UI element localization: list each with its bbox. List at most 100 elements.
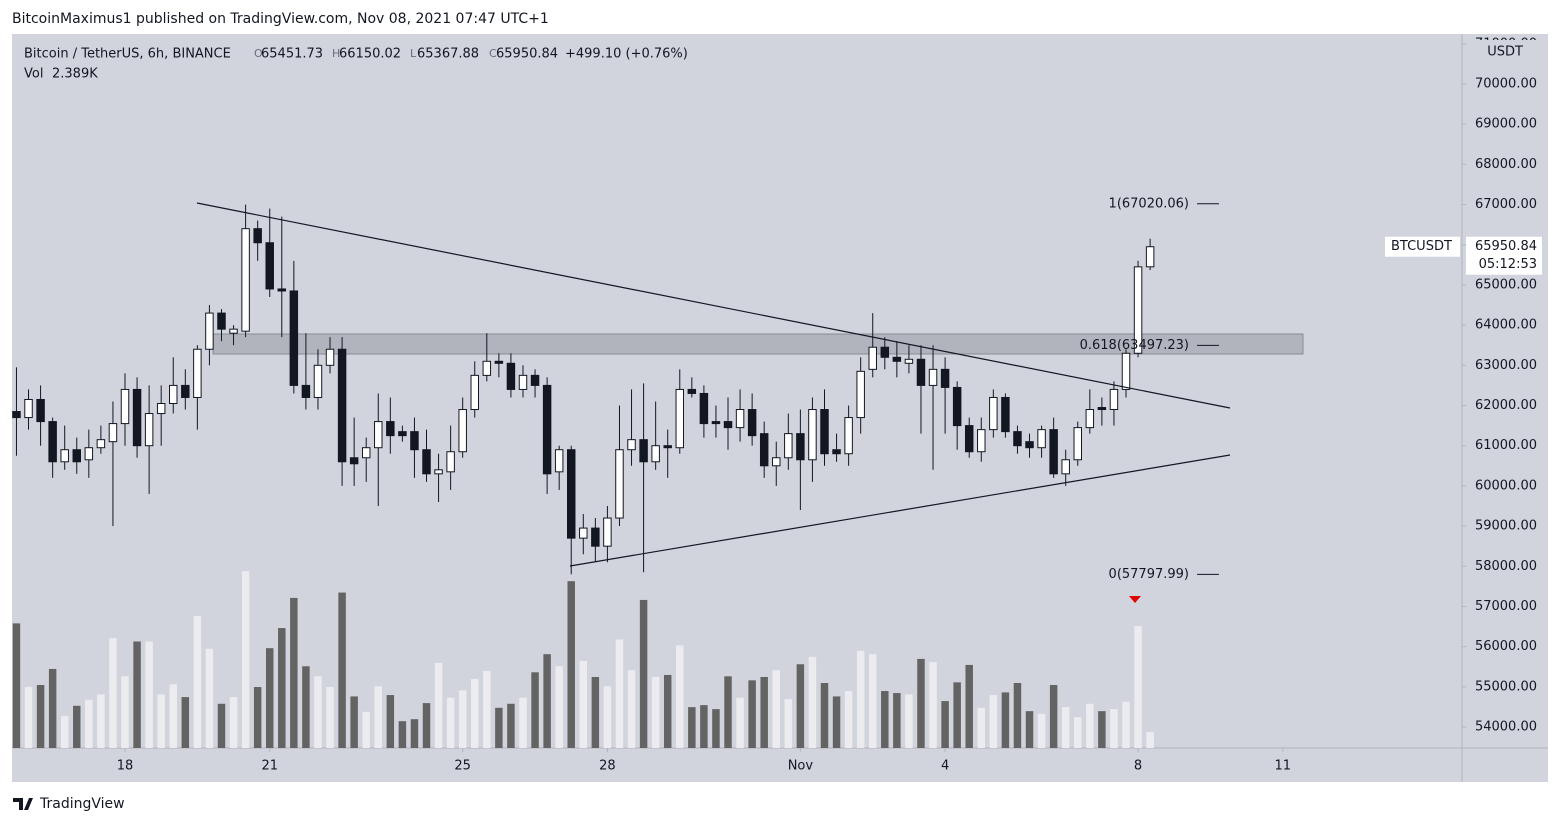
- footer-brand: TradingView: [39, 796, 125, 812]
- volume-bar: [724, 676, 732, 748]
- volume-bar: [893, 693, 901, 748]
- volume-bar: [1134, 626, 1142, 748]
- volume-bar: [965, 664, 973, 748]
- volume-bar: [1001, 692, 1010, 748]
- candle-body: [784, 433, 793, 459]
- volume-bar: [314, 676, 322, 748]
- candle-body: [1037, 429, 1046, 449]
- ticker-label: BTCUSDT: [1391, 239, 1452, 254]
- candle-body: [494, 360, 504, 364]
- volume-bar: [241, 571, 250, 748]
- volume-bar: [205, 648, 214, 748]
- volume-bar: [917, 658, 925, 748]
- candle-body: [542, 384, 552, 475]
- y-tick-label: 59000.00: [1475, 519, 1537, 534]
- candle-body: [458, 409, 467, 453]
- volume-bar: [808, 656, 817, 748]
- volume-bar: [760, 676, 768, 748]
- volume-bar: [832, 696, 841, 748]
- ascending-trendline: [569, 454, 1231, 567]
- candle-body: [398, 431, 407, 437]
- candle-body: [868, 346, 877, 370]
- candle-body: [1145, 246, 1155, 268]
- volume-bar: [121, 676, 129, 748]
- candle-body: [144, 413, 154, 447]
- volume-bar: [953, 682, 961, 748]
- y-tick-label: 54000.00: [1475, 720, 1537, 735]
- ohlc-letter: O: [254, 47, 263, 60]
- y-tick-label: 57000.00: [1475, 599, 1537, 614]
- volume-bar: [868, 654, 877, 748]
- candle-body: [892, 356, 902, 362]
- candle-body: [84, 447, 94, 461]
- candle-body: [253, 228, 262, 244]
- candle-body: [723, 421, 733, 429]
- x-tick-label: 8: [1134, 759, 1142, 774]
- candle-body: [181, 384, 190, 398]
- volume-bar: [1061, 707, 1070, 748]
- candle-body: [169, 384, 178, 404]
- candle-body: [916, 358, 926, 386]
- volume-bar: [1049, 685, 1058, 748]
- candle-body: [337, 348, 347, 463]
- overlay: 1(67020.06) 0.618(63497.23) 0(57797.99): [196, 196, 1231, 603]
- candle-body: [1073, 427, 1083, 461]
- y-tick-label: 63000.00: [1475, 358, 1537, 373]
- volume-bar: [181, 697, 190, 748]
- volume-bar: [290, 597, 298, 748]
- candle-body: [856, 370, 865, 419]
- candle-body: [422, 449, 431, 475]
- ohlc-value: 65367.88: [417, 47, 479, 62]
- candle-body: [566, 449, 576, 539]
- candle-body: [156, 402, 166, 415]
- x-tick-label: 11: [1275, 759, 1292, 774]
- candle-body: [60, 449, 69, 463]
- x-tick-label: 18: [117, 759, 134, 774]
- volume-bar: [458, 690, 467, 748]
- volume-bar: [519, 697, 527, 748]
- candle-body: [687, 388, 697, 394]
- x-tick-label: 21: [261, 759, 278, 774]
- symbol-label: Bitcoin / TetherUS, 6h, BINANCE: [24, 47, 231, 62]
- candle-body: [325, 348, 335, 366]
- candle-body: [591, 527, 600, 547]
- y-tick-label: 70000.00: [1475, 76, 1537, 91]
- y-tick-label: 69000.00: [1475, 117, 1537, 132]
- candle-body: [759, 433, 769, 467]
- volume-bar: [676, 645, 684, 748]
- fib-label: 0.618(63497.23): [1080, 338, 1189, 353]
- candle-body: [12, 411, 21, 419]
- candle-body: [579, 527, 588, 539]
- candle-body: [904, 358, 914, 364]
- volume-bar: [1110, 709, 1118, 748]
- signal-marker: [1129, 596, 1141, 603]
- candle-body: [217, 312, 226, 330]
- volume-bar: [905, 694, 913, 748]
- candle-body: [410, 431, 419, 451]
- unit-backdrop: [1466, 40, 1546, 62]
- descending-trendline: [196, 202, 1231, 409]
- change-label: +499.10 (+0.76%): [565, 47, 688, 62]
- candle-body: [1001, 396, 1010, 433]
- volume-bar: [398, 721, 407, 748]
- candle-body: [506, 362, 516, 390]
- candle-body: [603, 517, 612, 547]
- volume-bar: [471, 678, 479, 748]
- volume-bar: [507, 703, 515, 748]
- price-tag-value: 65950.84: [1475, 239, 1537, 254]
- volume-bar: [73, 705, 81, 748]
- volume-bar: [579, 660, 588, 748]
- candle-body: [36, 398, 45, 423]
- candle-body: [482, 360, 492, 376]
- volume-bar: [820, 683, 829, 748]
- candle-body: [361, 447, 371, 459]
- ohlc-value: 65451.73: [261, 47, 323, 62]
- volume-bar: [1098, 711, 1106, 748]
- volume-bar: [1086, 703, 1094, 748]
- candle-body: [277, 288, 287, 292]
- y-tick-label: 56000.00: [1475, 639, 1537, 654]
- volume-bar: [688, 707, 696, 748]
- candle-body: [820, 409, 829, 455]
- candle-body: [747, 409, 757, 437]
